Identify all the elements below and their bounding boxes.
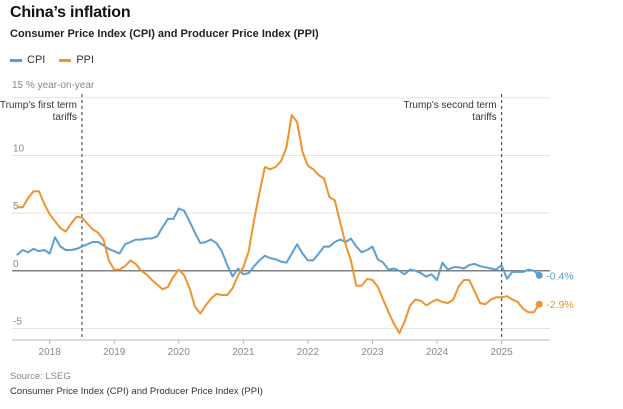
series-endpoint-cpi [535, 271, 543, 279]
x-tick-label: 2023 [361, 347, 384, 358]
legend-item-cpi: CPI [10, 54, 45, 66]
tariff-annotation-text: Trump's first term [0, 100, 77, 111]
chart-subtitle: Consumer Price Index (CPI) and Producer … [10, 28, 319, 40]
legend-item-ppi: PPI [59, 54, 94, 66]
y-tick-label: -5 [13, 316, 22, 327]
tariff-annotation-text: tariffs [53, 112, 77, 123]
x-tick-label: 2022 [297, 347, 320, 358]
series-endpoint-ppi [535, 300, 543, 308]
chart-title: China’s inflation [10, 4, 131, 21]
tariff-annotation-text: Trump's second term [403, 100, 496, 111]
footnote: Consumer Price Index (CPI) and Producer … [10, 386, 263, 397]
x-tick-label: 2025 [490, 347, 513, 358]
series-line-ppi [16, 114, 541, 335]
legend-swatch-ppi [59, 58, 72, 62]
chart-legend: CPI PPI [10, 54, 108, 66]
x-tick-label: 2020 [168, 347, 191, 358]
tariff-annotation-text: tariffs [472, 112, 496, 123]
x-tick-label: 2021 [232, 347, 255, 358]
source-note: Source: LSEG [10, 371, 71, 382]
y-tick-label: 5 [13, 201, 19, 212]
legend-swatch-cpi [10, 58, 22, 62]
x-tick-label: 2019 [103, 347, 126, 358]
y-tick-label: 10 [13, 143, 25, 154]
legend-label-cpi: CPI [27, 54, 46, 66]
series-line-cpi [16, 207, 541, 281]
y-axis-unit-label: 15 % year-on-year [12, 80, 95, 91]
end-value-label-ppi: -2.9% [546, 299, 573, 311]
x-tick-label: 2018 [39, 347, 62, 358]
end-value-label-cpi: -0.4% [546, 270, 573, 282]
y-tick-label: 0 [13, 259, 19, 270]
legend-label-ppi: PPI [76, 54, 95, 66]
x-tick-label: 2024 [426, 347, 449, 358]
